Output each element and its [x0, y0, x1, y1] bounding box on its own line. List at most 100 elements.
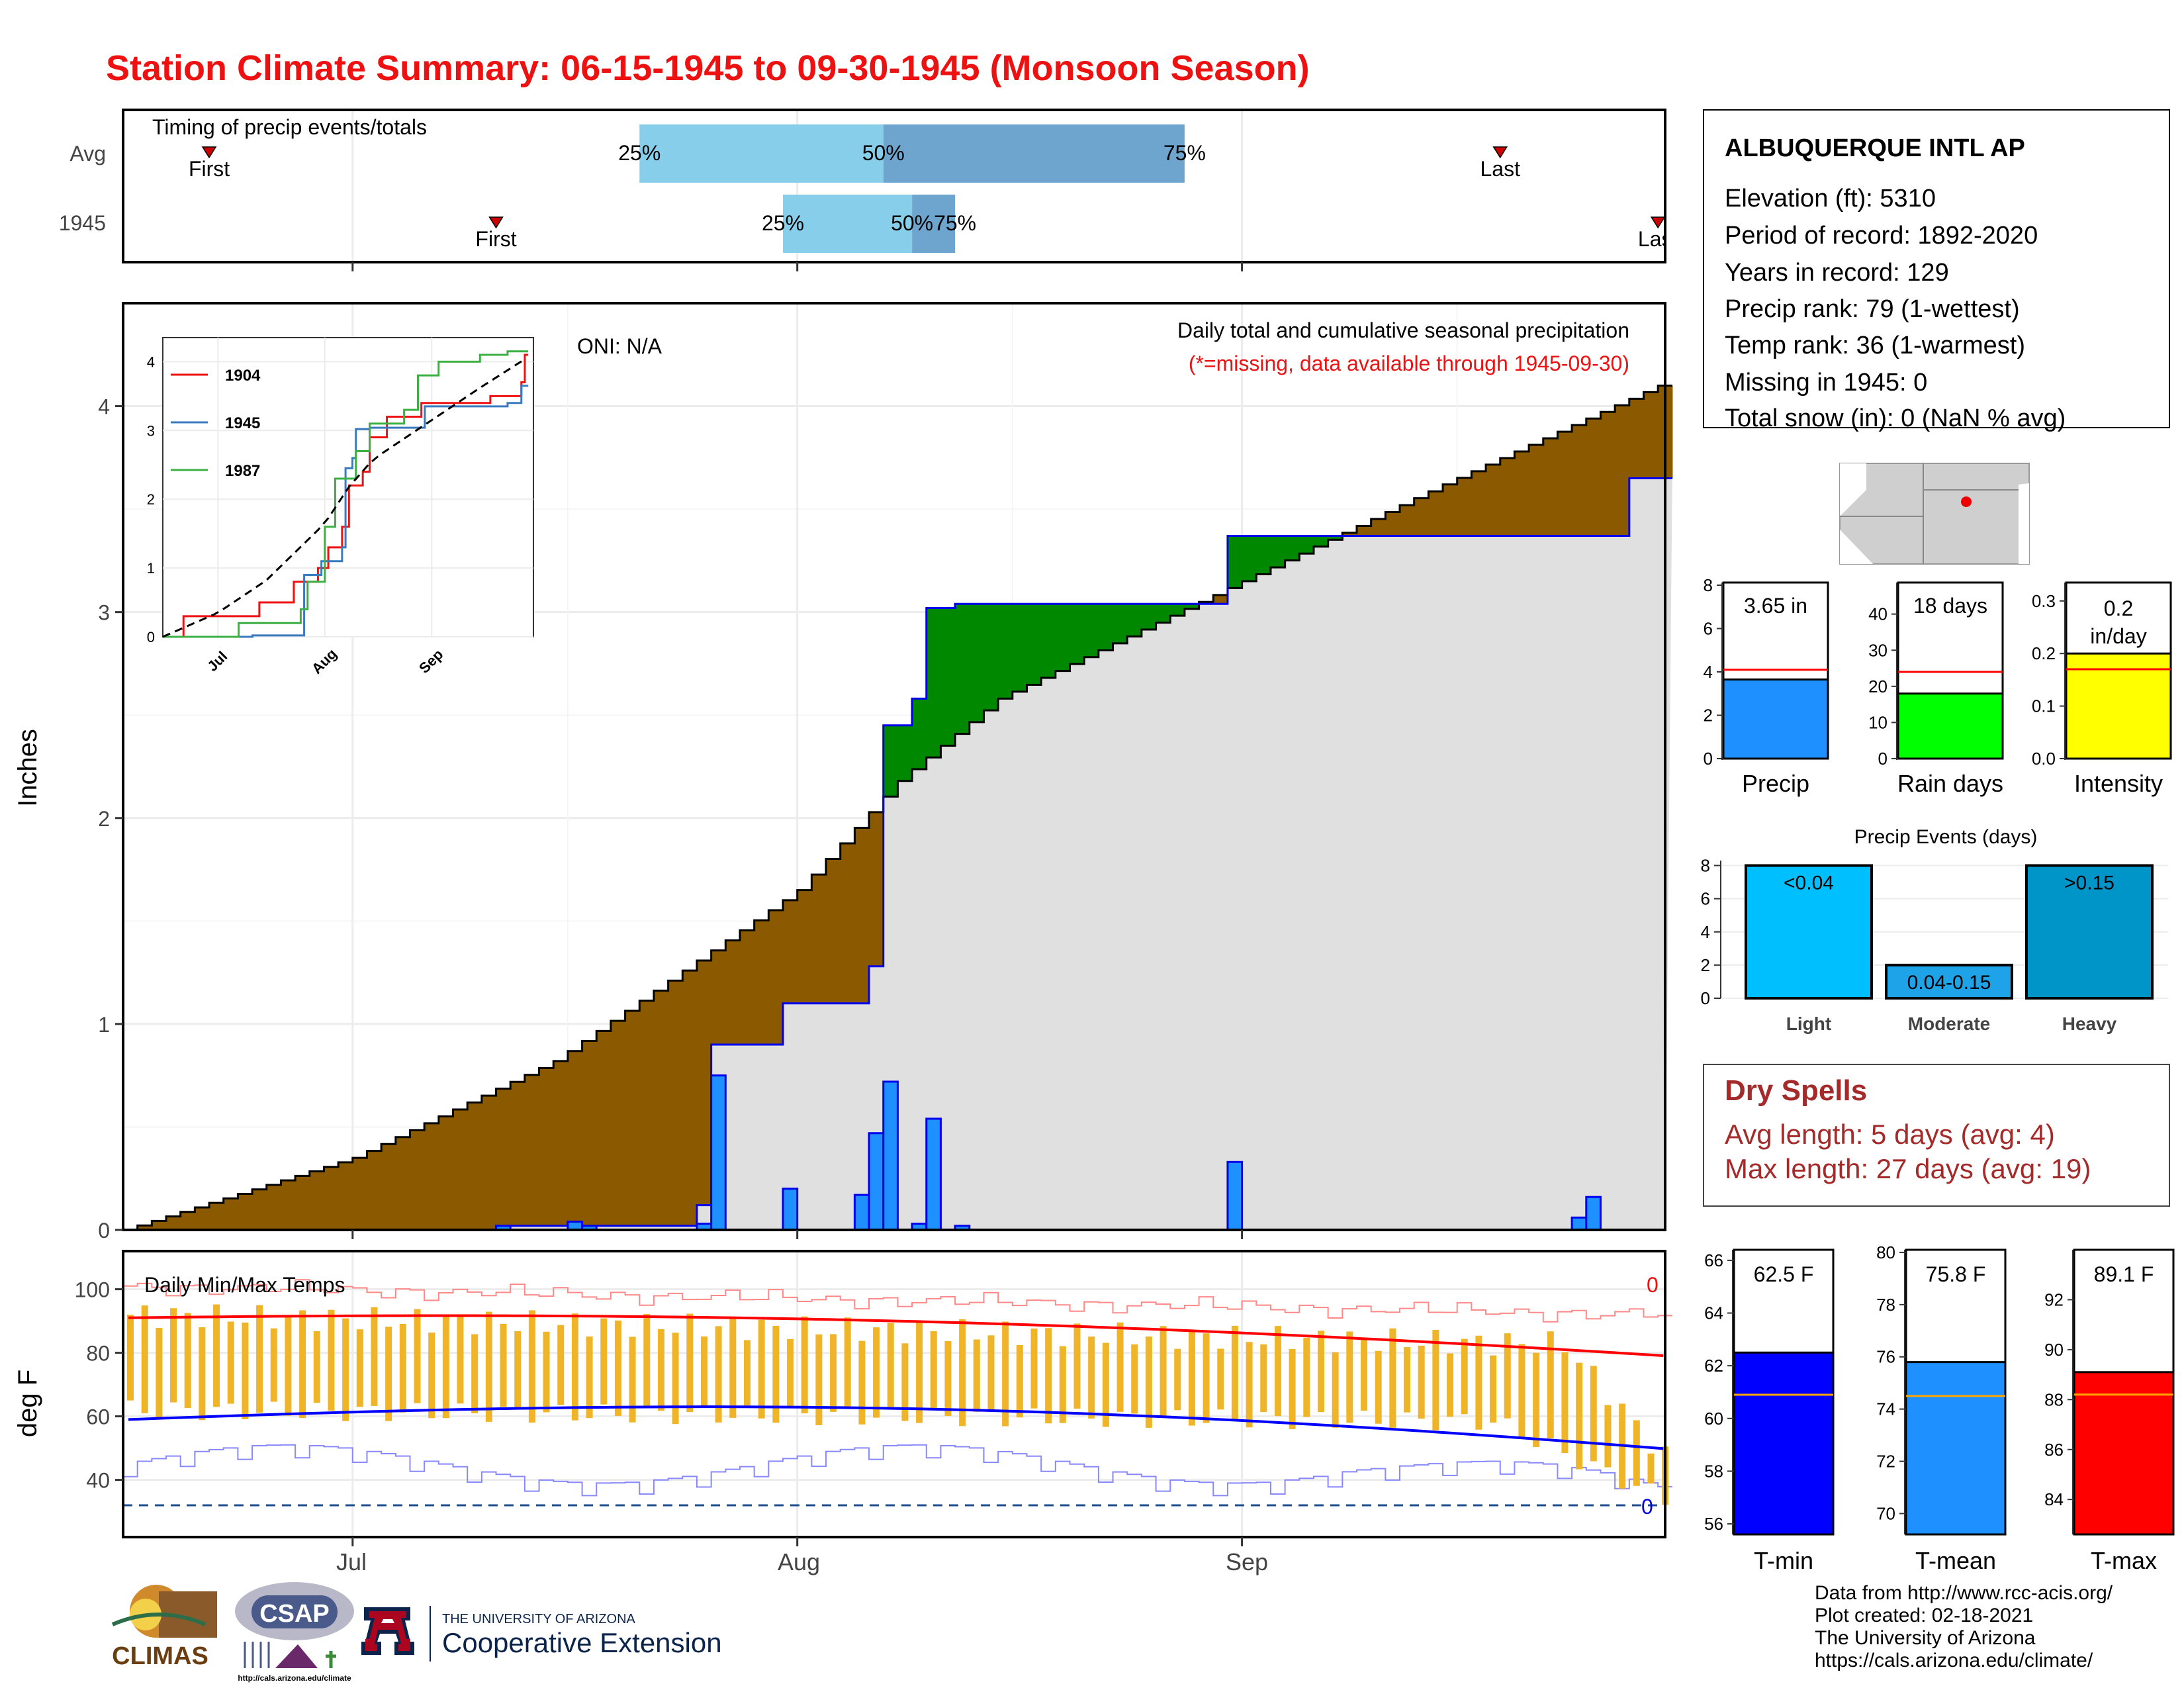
daily-temp-bar [1633, 1420, 1640, 1486]
daily-temp-bar [1332, 1352, 1339, 1428]
daily-temp-bar [1231, 1325, 1238, 1421]
daily-temp-bar [242, 1322, 249, 1420]
daily-temp-bar [1246, 1342, 1253, 1428]
daily-temp-bar [1475, 1335, 1482, 1430]
daily-temp-bar [844, 1317, 851, 1409]
summary-bar [1722, 678, 1829, 760]
timing-1945-last-label: Last [1638, 227, 1678, 251]
timing-avg-q25-q50-bar [639, 124, 884, 183]
precip-ytick-label: 0 [98, 1219, 110, 1243]
inset-ytick-label: 3 [147, 422, 155, 439]
station-info-box [1703, 109, 2170, 428]
daily-temp-bar [1389, 1328, 1396, 1428]
summary-value-label: 18 days [1913, 594, 1987, 618]
temp-summary-frame [1733, 1248, 1835, 1536]
events-bar-label: Moderate [1908, 1013, 1990, 1034]
daily-temp-bar [356, 1329, 363, 1407]
inset-avg-line [162, 358, 525, 638]
daily-temp-bar [156, 1327, 163, 1418]
daily-temp-bar [815, 1334, 823, 1425]
timing-1945-p25-label: 25% [762, 211, 804, 235]
csap-text: CSAP [259, 1600, 330, 1628]
daily-temp-bar [700, 1336, 707, 1407]
summary-ytick-label: 30 [1868, 640, 1888, 660]
temp-hot-count: 0 [1647, 1273, 1659, 1297]
daily-temp-bar [399, 1323, 406, 1413]
daily-temp-bar [328, 1309, 335, 1411]
footer-credits: Data from http://www.rcc-acis.org/ Plot … [1815, 1582, 2113, 1672]
inset-xtick-label: Sep [416, 646, 446, 677]
daily-temp-bar [227, 1321, 234, 1404]
events-bar-text: <0.04 [1784, 872, 1834, 894]
daily-temp-bar [873, 1327, 880, 1418]
daily-temp-bar [1662, 1446, 1669, 1505]
summary-precip: 3.65 in 0 2 4 6 8 Precip [1704, 575, 1829, 797]
summary-bar-frame [2065, 581, 2172, 760]
temp-summary-ytick-label: 58 [1704, 1461, 1723, 1481]
locator-map [1839, 463, 2030, 565]
daily-temp-bar [758, 1319, 765, 1419]
daily-temp-bar [1016, 1344, 1023, 1418]
daily-temp-bar [1619, 1403, 1626, 1489]
daily-precip-bar [1585, 1196, 1602, 1231]
daily-temp-bar [1260, 1344, 1267, 1413]
daily-temp-bar [801, 1316, 808, 1414]
events-bar-text: 0.04-0.15 [1907, 972, 1991, 994]
station-years: Years in record: 129 [1725, 259, 1949, 287]
daily-temp-bar [1174, 1348, 1181, 1411]
events-bar-label: Light [1786, 1013, 1831, 1034]
timing-avg-first-label: First [189, 157, 230, 181]
daily-temp-bar [858, 1340, 866, 1425]
daily-temp-bar [1518, 1344, 1525, 1439]
daily-temp-bar [1303, 1337, 1310, 1417]
summary-bar [1897, 692, 2004, 760]
daily-temp-bar [614, 1320, 621, 1416]
daily-temp-bar [1361, 1338, 1367, 1411]
summary-bar-frame [1897, 581, 2004, 760]
daily-temp-bar [1045, 1328, 1052, 1424]
daily-temp-bar [959, 1319, 966, 1427]
temp-summary-ytick-label: 84 [2044, 1489, 2064, 1509]
university-of-arizona-logo: A THE UNIVERSITY OF ARIZONA Cooperative … [361, 1606, 722, 1662]
daily-temp-bar [944, 1340, 952, 1417]
daily-temp-bar [1604, 1405, 1612, 1468]
daily-temp-bar [1447, 1353, 1454, 1417]
summary-bar-label: Precip [1742, 770, 1809, 797]
events-bar-text: >0.15 [2064, 872, 2115, 894]
daily-temp-bar [184, 1313, 191, 1409]
daily-precip-bar [1226, 1160, 1244, 1231]
daily-temp-bar [643, 1313, 651, 1407]
events-bar-moderate [1885, 963, 2013, 1000]
daily-precip-bar [868, 1132, 885, 1231]
daily-precip-bar [567, 1221, 584, 1231]
inset-legend-label-1904: 1904 [225, 367, 261, 385]
daily-precip-bar [581, 1225, 598, 1231]
daily-temp-bar [1030, 1329, 1038, 1409]
temp-summary-ytick-label: 80 [1876, 1243, 1895, 1262]
summary-rain-days: 18 days 0 10 20 30 40 Rain days [1868, 581, 2004, 797]
daily-temp-bar [557, 1325, 565, 1405]
timing-1945-first-marker [488, 216, 504, 229]
temp-summary-value: 62.5 F [1754, 1262, 1814, 1286]
daily-temp-bar [1590, 1366, 1597, 1462]
events-bar-heavy [2025, 864, 2154, 1000]
daily-temp-bar [830, 1334, 837, 1412]
daily-temp-bar [901, 1343, 909, 1421]
precip-ytick-label: 4 [98, 395, 110, 419]
timing-row-1945: 1945 [59, 211, 106, 235]
timing-avg-last-label: Last [1480, 157, 1521, 181]
daily-temp-bar [1576, 1362, 1583, 1470]
precip-ytick-label: 2 [98, 807, 110, 831]
daily-temp-bar [199, 1327, 206, 1421]
dry-spells-max: Max length: 27 days (avg: 19) [1725, 1153, 2091, 1184]
temp-summary-label: T-mean [1915, 1547, 1996, 1574]
avg-cumulative-line [123, 384, 1672, 1231]
summary-bar-label: Intensity [2074, 770, 2163, 797]
daily-temp-bar [1490, 1355, 1497, 1423]
daily-temp-bar [342, 1318, 349, 1421]
daily-temp-bar [1002, 1321, 1009, 1427]
daily-temp-bar [1461, 1338, 1468, 1415]
daily-precip-bar [495, 1225, 512, 1231]
